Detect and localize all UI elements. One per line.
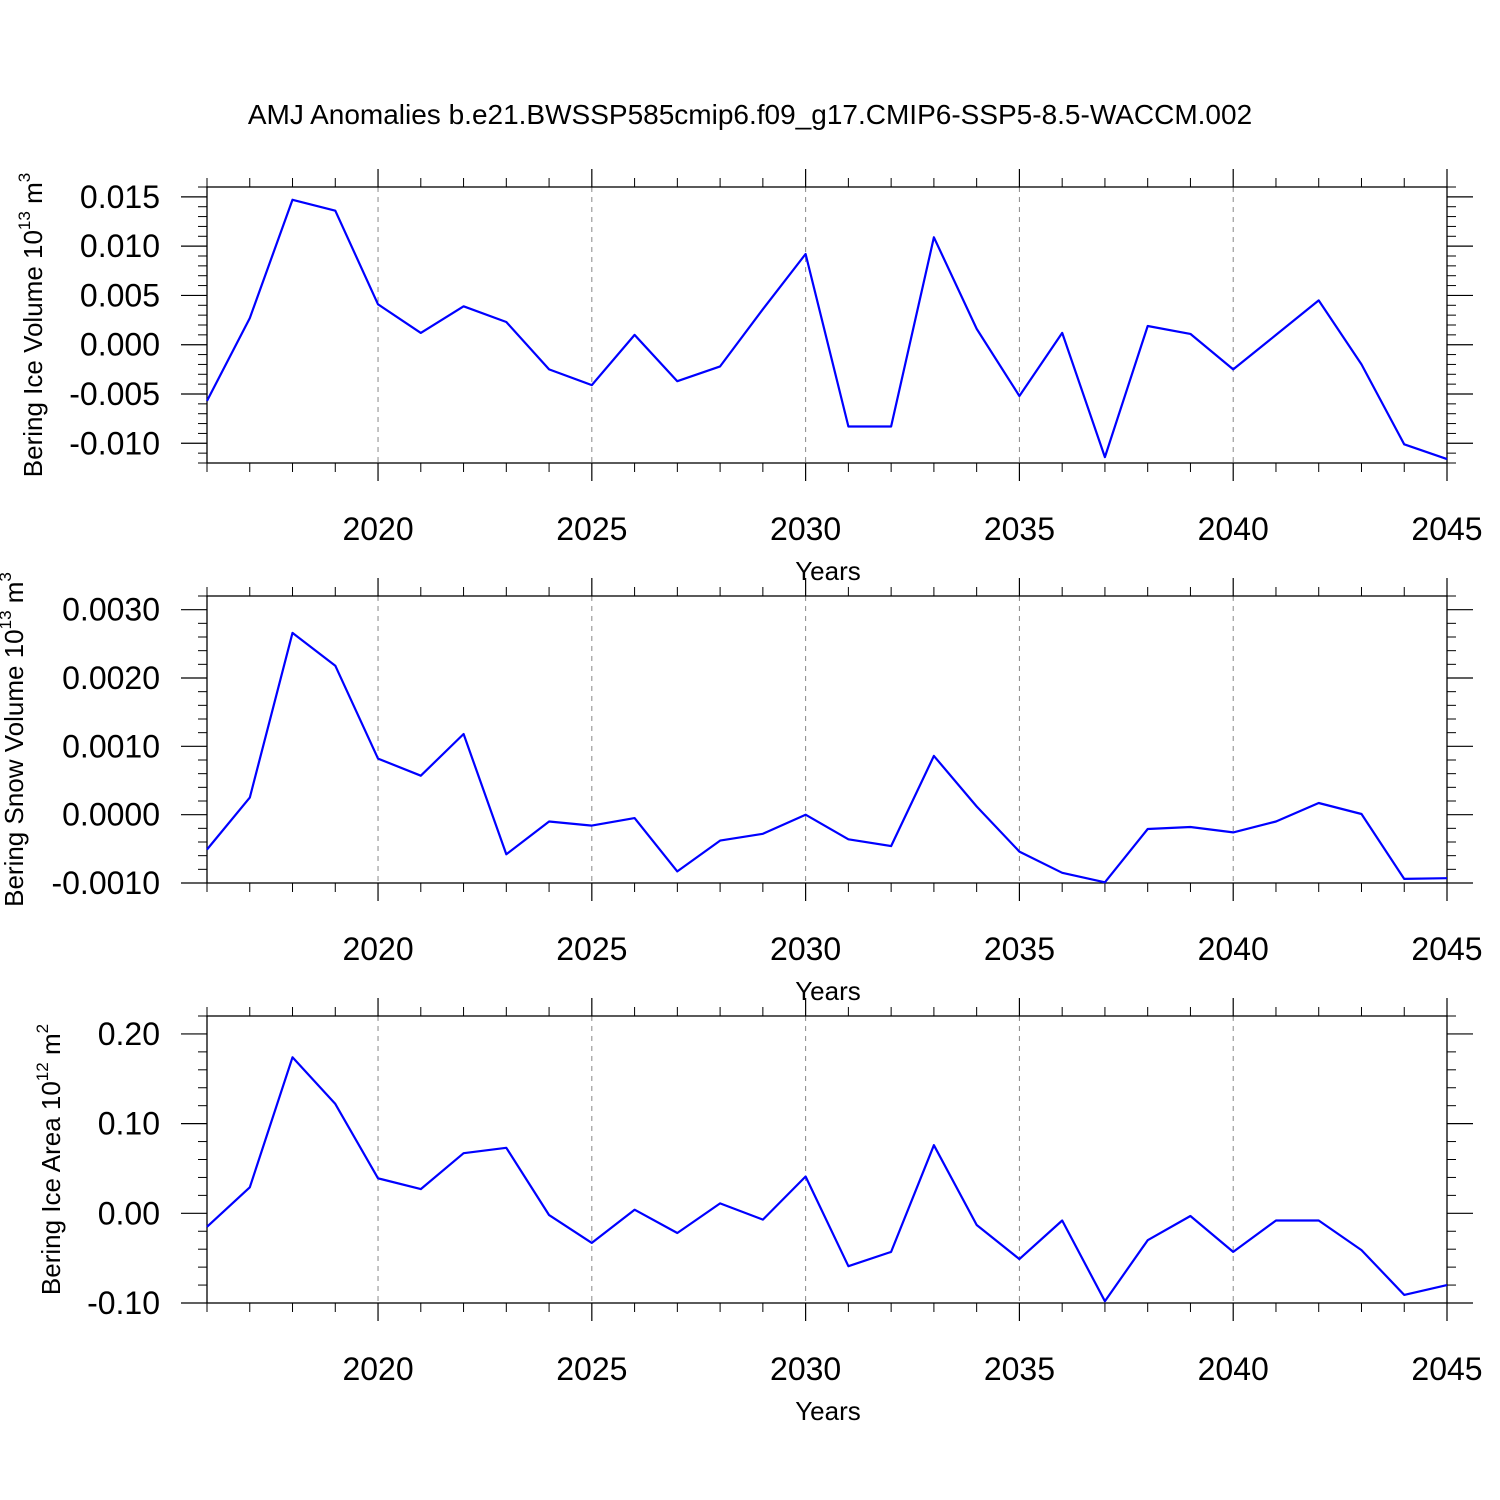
x-tick-label: 2020 xyxy=(342,931,413,967)
y-tick-label: -0.10 xyxy=(87,1285,160,1321)
y-tick-label: -0.010 xyxy=(69,425,160,461)
x-axis-label: Years xyxy=(795,1396,861,1426)
y-tick-label: 0.015 xyxy=(80,179,160,215)
y-axis-label: Bering Snow Volume 1013 m3 xyxy=(0,572,29,907)
y-tick-label: 0.000 xyxy=(80,327,160,363)
y-axis-label-text: Bering Ice Volume 10 xyxy=(18,230,48,477)
y-tick-label: 0.10 xyxy=(98,1106,160,1142)
y-axis-label-part: m xyxy=(0,582,29,611)
y-axis-label-part: 3 xyxy=(15,173,34,182)
y-tick-label: 0.0030 xyxy=(62,592,160,628)
x-tick-label: 2020 xyxy=(342,511,413,547)
y-tick-label: -0.0010 xyxy=(51,865,160,901)
x-tick-label: 2020 xyxy=(342,1351,413,1387)
y-tick-label: 0.00 xyxy=(98,1195,160,1231)
series-line xyxy=(206,1056,1448,1303)
x-tick-label: 2045 xyxy=(1411,1351,1482,1387)
x-tick-label: 2040 xyxy=(1198,511,1269,547)
x-tick-label: 2045 xyxy=(1411,931,1482,967)
x-tick-label: 2035 xyxy=(984,511,1055,547)
y-axis-label-part: m xyxy=(36,1033,66,1062)
y-axis-label-text: Bering Snow Volume 10 xyxy=(0,629,29,907)
y-tick-label: 0.005 xyxy=(80,277,160,313)
y-axis-label: Bering Ice Volume 1013 m3 xyxy=(15,173,48,477)
x-tick-label: 2045 xyxy=(1411,511,1482,547)
x-tick-label: 2035 xyxy=(984,1351,1055,1387)
x-tick-label: 2030 xyxy=(770,511,841,547)
y-axis-label-part: 2 xyxy=(33,1024,52,1033)
y-axis-label-part: 13 xyxy=(15,211,34,230)
y-axis-label-part: m xyxy=(18,182,48,211)
y-tick-label: 0.0000 xyxy=(62,797,160,833)
x-tick-label: 2040 xyxy=(1198,1351,1269,1387)
x-tick-label: 2040 xyxy=(1198,931,1269,967)
y-tick-label: -0.005 xyxy=(69,376,160,412)
x-tick-label: 2035 xyxy=(984,931,1055,967)
x-tick-label: 2025 xyxy=(556,511,627,547)
plot-frame xyxy=(206,595,1448,884)
x-tick-label: 2030 xyxy=(770,1351,841,1387)
y-axis-label-part: 12 xyxy=(33,1062,52,1081)
series-line xyxy=(206,198,1448,461)
chart-panel-1: 2020 2025 2030 2035 2040 2045 -0.010 -0.005 0.00… xyxy=(15,169,1483,586)
y-axis-label-text: Bering Ice Area 10 xyxy=(36,1081,66,1295)
y-axis-label-part: 13 xyxy=(0,610,15,629)
chart-panel-2: 2020 2025 2030 2035 2040 2045 -0.0010 0.0000 0.0… xyxy=(0,572,1483,1006)
x-tick-label: 2030 xyxy=(770,931,841,967)
plot-frame xyxy=(206,1015,1448,1304)
x-tick-label: 2025 xyxy=(556,1351,627,1387)
y-tick-label: 0.0020 xyxy=(62,660,160,696)
chart-title: AMJ Anomalies b.e21.BWSSP585cmip6.f09_g1… xyxy=(248,99,1252,130)
y-tick-label: 0.20 xyxy=(98,1016,160,1052)
plot-frame xyxy=(206,186,1448,464)
y-axis-label-part: 3 xyxy=(0,572,15,581)
y-axis-label: Bering Ice Area 1012 m2 xyxy=(33,1024,66,1295)
series-line xyxy=(206,631,1448,884)
x-tick-label: 2025 xyxy=(556,931,627,967)
y-tick-label: 0.010 xyxy=(80,228,160,264)
chart-panel-3: 2020 2025 2030 2035 2040 2045 -0.10 0.00 0.10 0.2… xyxy=(33,998,1483,1426)
y-tick-label: 0.0010 xyxy=(62,728,160,764)
panels: 2020 2025 2030 2035 2040 2045 -0.010 -0.005 0.00… xyxy=(0,169,1483,1426)
